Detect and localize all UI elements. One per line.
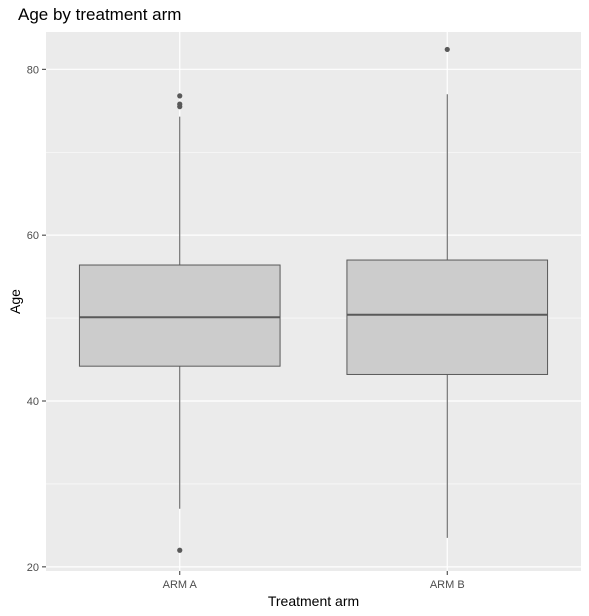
box-arm-b (346, 46, 549, 538)
box-arm-a (78, 93, 281, 553)
iqr-box (78, 264, 281, 367)
boxes (78, 46, 549, 553)
y-tick-label: 60 (27, 230, 39, 242)
outlier-point (444, 46, 450, 53)
y-tick-label: 20 (27, 562, 39, 574)
y-tick-label: 40 (27, 396, 39, 408)
x-tick-label: ARM A (163, 579, 198, 591)
iqr-box (346, 259, 549, 375)
y-axis-title: Age (7, 289, 23, 314)
x-axis-title: Treatment arm (268, 593, 359, 609)
outlier-point (177, 93, 183, 99)
x-tick-label: ARM B (430, 579, 465, 591)
outlier-point (177, 101, 183, 107)
y-tick-label: 80 (27, 64, 39, 76)
axes: 20 40 60 80 ARM A ARM B (27, 64, 465, 591)
outlier-point (177, 547, 183, 553)
chart-title: Age by treatment arm (18, 5, 182, 24)
